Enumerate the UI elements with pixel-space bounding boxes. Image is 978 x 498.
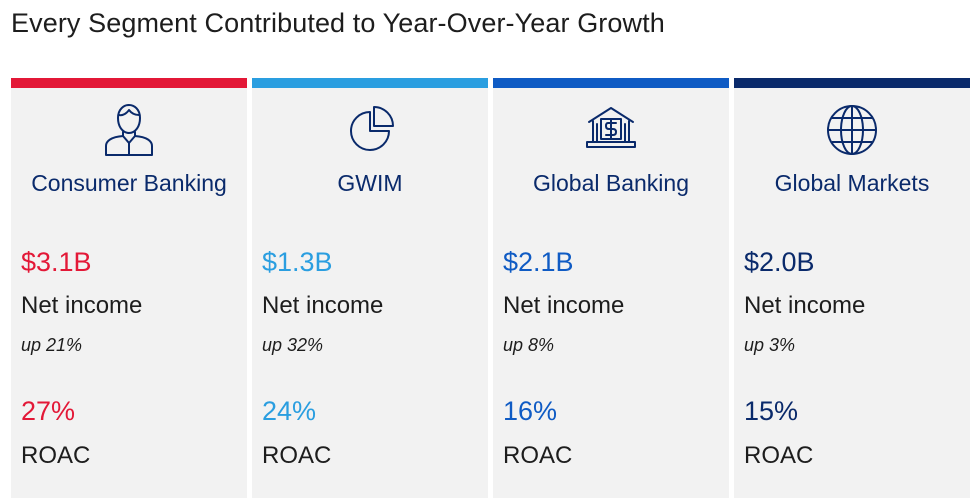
segment-name: GWIM [337, 170, 403, 196]
segment-card-gwim: GWIM $1.3B Net income up 32% 24% ROAC [252, 78, 488, 498]
segment-name: Consumer Banking [31, 170, 227, 196]
segment-name: Global Markets [774, 170, 930, 196]
segment-card-global-banking: Global Banking $2.1B Net income up 8% 16… [493, 78, 729, 498]
net-income-value: $2.1B [503, 247, 574, 277]
roac-value: 15% [744, 396, 799, 426]
roac-value: 16% [503, 396, 558, 426]
bank-icon [493, 100, 729, 160]
net-income-label: Net income [21, 292, 143, 319]
segment-name: Global Banking [533, 170, 689, 196]
net-income-change: up 8% [503, 335, 555, 355]
segment-color-bar [493, 78, 729, 88]
segment-color-bar [734, 78, 970, 88]
pie-chart-icon [252, 100, 488, 160]
roac-value: 27% [21, 396, 76, 426]
net-income-change: up 32% [262, 335, 324, 355]
net-income-value: $1.3B [262, 247, 333, 277]
roac-value: 24% [262, 396, 317, 426]
segment-card-global-markets: Global Markets $2.0B Net income up 3% 15… [734, 78, 970, 498]
roac-label: ROAC [503, 442, 573, 469]
page-title: Every Segment Contributed to Year-Over-Y… [11, 8, 665, 38]
person-icon [11, 100, 247, 160]
segment-card-consumer-banking: Consumer Banking $3.1B Net income up 21%… [11, 78, 247, 498]
net-income-value: $2.0B [744, 247, 815, 277]
globe-icon [734, 100, 970, 160]
segment-color-bar [11, 78, 247, 88]
roac-label: ROAC [262, 442, 332, 469]
segment-cards: Consumer Banking $3.1B Net income up 21%… [11, 78, 977, 498]
net-income-label: Net income [744, 292, 866, 319]
net-income-label: Net income [262, 292, 384, 319]
roac-label: ROAC [744, 442, 814, 469]
roac-label: ROAC [21, 442, 91, 469]
net-income-value: $3.1B [21, 247, 92, 277]
net-income-change: up 3% [744, 335, 796, 355]
net-income-change: up 21% [21, 335, 83, 355]
net-income-label: Net income [503, 292, 625, 319]
segment-color-bar [252, 78, 488, 88]
